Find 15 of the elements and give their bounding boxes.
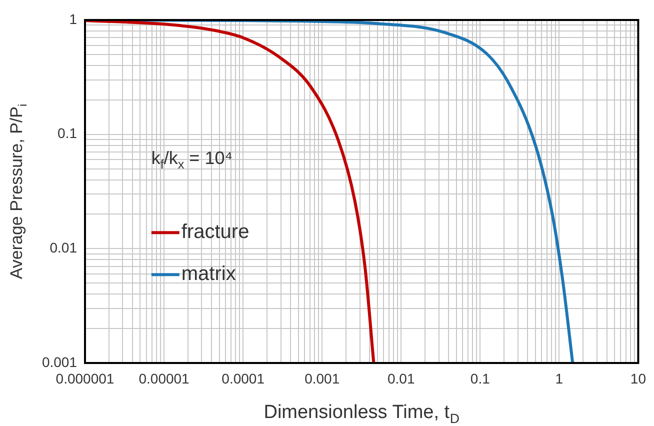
x-tick-label: 1	[555, 370, 564, 386]
x-tick-label: 0.0001	[222, 370, 265, 386]
x-tick-label: 0.001	[304, 370, 340, 386]
y-tick-label: 1	[69, 10, 78, 27]
x-tick-label: 0.000001	[56, 370, 114, 386]
y-axis-title: Average Pressure, P/Pi	[7, 104, 30, 280]
x-tick-label: 0.00001	[138, 370, 190, 386]
legend-label: matrix	[181, 263, 236, 286]
y-tick-label: 0.01	[50, 240, 78, 256]
y-tick-label: 0.001	[42, 354, 78, 370]
x-tick-label: 10	[630, 370, 646, 386]
legend-label: fracture	[181, 221, 250, 244]
x-tick-label: 0.1	[470, 370, 490, 386]
y-tick-label: 0.1	[58, 125, 78, 142]
x-tick-label: 0.01	[387, 370, 415, 386]
